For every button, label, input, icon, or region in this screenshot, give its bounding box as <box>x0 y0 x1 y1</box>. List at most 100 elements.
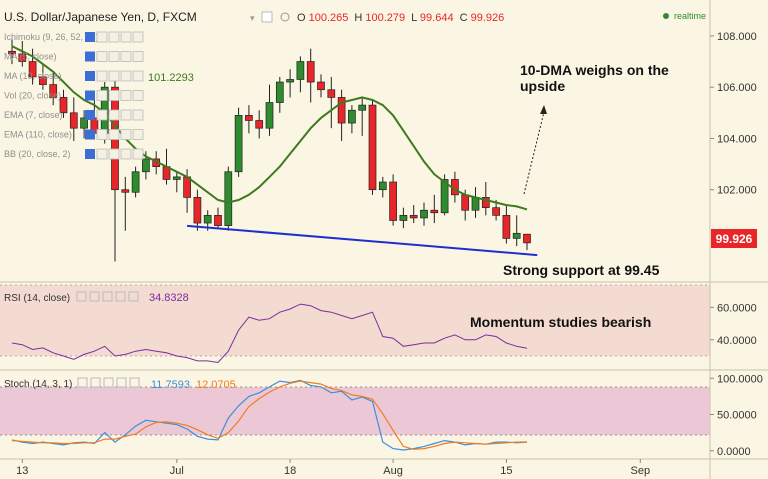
gear-icon[interactable] <box>280 12 290 22</box>
indicator-label: BB (20, close, 2) <box>4 149 71 159</box>
indicator-eye-icon[interactable] <box>85 110 95 120</box>
realtime-dot-icon <box>663 13 669 19</box>
indicator-control-icon[interactable] <box>132 129 144 140</box>
price-tick-label: 102.000 <box>717 185 757 197</box>
stoch-k-line <box>11 379 528 451</box>
indicator-control-icon[interactable] <box>96 51 108 62</box>
candle-body <box>296 61 305 80</box>
indicator-control-icon[interactable] <box>96 31 108 43</box>
indicator-control-icon[interactable] <box>108 51 120 62</box>
rsi-label: RSI (14, close) <box>4 293 70 304</box>
candle-body <box>409 214 418 219</box>
indicator-control-icon[interactable] <box>132 109 144 121</box>
indicator-eye-icon[interactable] <box>85 71 95 81</box>
support-trendline[interactable] <box>187 224 538 257</box>
rsi-controls[interactable] <box>76 291 139 302</box>
indicator-control-icon[interactable] <box>132 148 144 160</box>
candle-body <box>131 171 140 193</box>
annotation-dma: 10-DMA weighs on the upside <box>520 62 669 94</box>
candle-body <box>28 61 37 78</box>
date-tick-label: Sep <box>631 465 651 477</box>
indicator-eye-icon[interactable] <box>85 90 95 101</box>
date-tick-label: 15 <box>500 465 512 477</box>
indicator-control-icon[interactable] <box>132 51 144 62</box>
indicator-control-icon[interactable] <box>120 31 132 43</box>
indicator-eye-icon[interactable] <box>85 51 95 62</box>
annotation-momentum: Momentum studies bearish <box>470 314 651 330</box>
indicator-label: EMA (7, close) <box>4 110 63 120</box>
indicator-eye-icon[interactable] <box>85 32 95 42</box>
annotation-support: Strong support at 99.45 <box>503 262 660 278</box>
ohlc-key-c: C <box>460 12 471 24</box>
rsi-tick-label: 40.0000 <box>717 335 757 347</box>
indicator-control-icon[interactable] <box>96 109 108 121</box>
ohlc-key-h: H <box>354 12 365 24</box>
ohlc-readout: O 100.265 H 100.279 L 99.644 C 99.926 <box>297 12 504 24</box>
stoch-d-value: 12.0705 <box>196 379 236 391</box>
candle-body <box>193 197 202 224</box>
indicator-control-icon[interactable] <box>108 148 120 160</box>
candle-body <box>214 214 222 226</box>
candle-body <box>8 50 16 55</box>
indicator-control-icon[interactable] <box>108 109 120 121</box>
indicator-eye-icon[interactable] <box>85 129 95 140</box>
date-x-axis: 13 Jul 18 Aug 15 Sep <box>16 459 650 477</box>
candle-body <box>492 207 500 216</box>
candle-body <box>265 102 274 129</box>
last-price-label: 99.926 <box>716 232 753 246</box>
indicator-control-icon[interactable] <box>120 109 132 121</box>
candle-body <box>471 197 480 211</box>
candle-body <box>348 109 356 124</box>
stoch-tick-label: 0.0000 <box>717 446 751 458</box>
eye-icon[interactable] <box>261 11 273 23</box>
indicator-control-icon[interactable] <box>96 129 108 140</box>
indicator-control-icon[interactable] <box>132 70 144 82</box>
indicator-control-icon[interactable] <box>120 148 132 160</box>
indicator-control-icon[interactable] <box>120 70 132 82</box>
rsi-value: 34.8328 <box>149 292 189 304</box>
indicator-control-icon[interactable] <box>120 51 132 62</box>
candle-body <box>523 233 531 244</box>
candle-body <box>481 197 490 209</box>
date-tick-label: 13 <box>16 465 28 477</box>
candle-body <box>317 81 325 91</box>
candle-body <box>306 61 315 83</box>
indicator-control-icon[interactable] <box>96 90 108 101</box>
indicator-eye-icon[interactable] <box>85 149 95 159</box>
candle-body <box>368 104 377 191</box>
indicator-control-icon[interactable] <box>132 90 144 101</box>
candle-body <box>430 209 439 214</box>
price-tick-label: 108.000 <box>717 31 757 43</box>
indicator-control-icon[interactable] <box>120 90 132 101</box>
date-tick-label: Jul <box>170 465 184 477</box>
indicator-control-icon[interactable] <box>108 31 120 43</box>
candle-body <box>18 53 27 62</box>
rsi-band <box>0 285 710 356</box>
indicator-label: MA (10, close) <box>4 71 62 81</box>
indicator-control-icon[interactable] <box>108 129 120 140</box>
candle-body <box>245 115 253 121</box>
indicator-control-icon[interactable] <box>120 129 132 140</box>
candle-body <box>69 112 78 129</box>
candle-body <box>358 104 367 111</box>
indicator-control-icon[interactable] <box>108 90 120 101</box>
date-tick-label: 18 <box>284 465 296 477</box>
ohlc-key-o: O <box>297 12 309 24</box>
stoch-controls[interactable] <box>77 377 140 388</box>
last-price-tag <box>711 229 757 248</box>
candle-body <box>49 84 58 98</box>
date-tick-label: Aug <box>383 465 403 477</box>
candle-body <box>224 171 233 226</box>
price-tick-label: 106.000 <box>717 82 757 94</box>
indicator-control-icon[interactable] <box>96 148 108 160</box>
indicator-label: Vol (20, close) <box>4 91 61 101</box>
candle-body <box>512 232 521 239</box>
candle-body <box>172 176 181 180</box>
candle-body <box>399 214 408 221</box>
symbol-dropdown-icon[interactable]: ▾ <box>250 13 255 23</box>
indicator-control-icon[interactable] <box>96 70 108 82</box>
indicator-control-icon[interactable] <box>108 70 120 82</box>
indicator-control-icon[interactable] <box>132 31 144 43</box>
ohlc-value-o: 100.265 <box>309 12 349 24</box>
